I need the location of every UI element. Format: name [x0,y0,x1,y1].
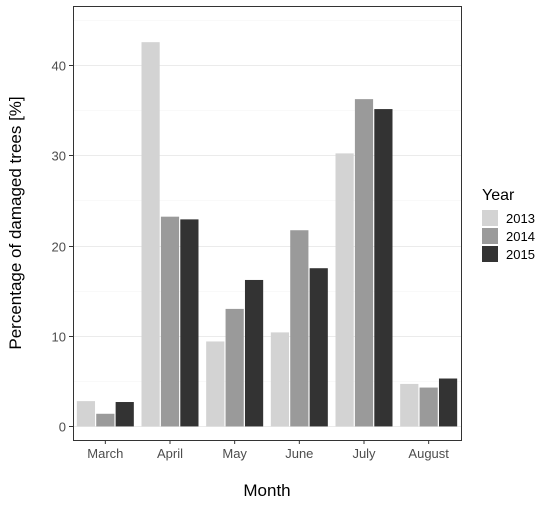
x-tick-label: March [87,446,123,461]
bar-june-2014 [290,230,309,427]
x-tick-label: April [157,446,183,461]
x-tick-label: May [222,446,247,461]
x-tick-label: June [285,446,313,461]
legend: Year 2013 2014 2015 [482,187,535,262]
grid-lines [73,20,461,428]
bar-may-2014 [225,308,244,427]
bar-april-2015 [180,219,199,427]
y-tick-label: 10 [52,330,66,345]
y-axis-title: Percentage of damaged trees [%] [6,96,25,349]
x-tick-label: July [352,446,376,461]
bar-june-2013 [270,332,290,427]
bar-march-2014 [96,413,115,427]
bar-march-2013 [76,401,96,427]
bar-august-2013 [400,383,419,427]
bar-may-2013 [206,341,225,427]
bar-july-2013 [335,153,354,427]
bar-april-2014 [160,216,180,427]
bar-june-2015 [309,268,328,427]
y-tick-label: 20 [52,240,66,255]
x-axis-title: Month [243,481,290,500]
legend-key-2014 [482,228,498,244]
bar-august-2015 [438,378,458,427]
x-tick-label: August [408,446,449,461]
bar-august-2014 [419,387,438,427]
bar-march-2015 [115,402,134,427]
legend-title: Year [482,187,515,204]
legend-label-2015: 2015 [506,247,535,262]
plot-panel-border [73,6,462,441]
bars [76,42,458,427]
legend-key-2013 [482,210,498,226]
bar-july-2014 [354,99,374,427]
legend-label-2013: 2013 [506,211,535,226]
y-tick-label: 0 [59,420,66,435]
legend-key-2015 [482,246,498,262]
bar-may-2015 [244,279,264,427]
y-tick-label: 40 [52,59,66,74]
bar-july-2015 [374,109,393,427]
bar-april-2013 [141,42,160,427]
y-tick-label: 30 [52,149,66,164]
axes: 0 10 20 30 40 March April May June July August [52,59,450,462]
legend-label-2014: 2014 [506,229,535,244]
